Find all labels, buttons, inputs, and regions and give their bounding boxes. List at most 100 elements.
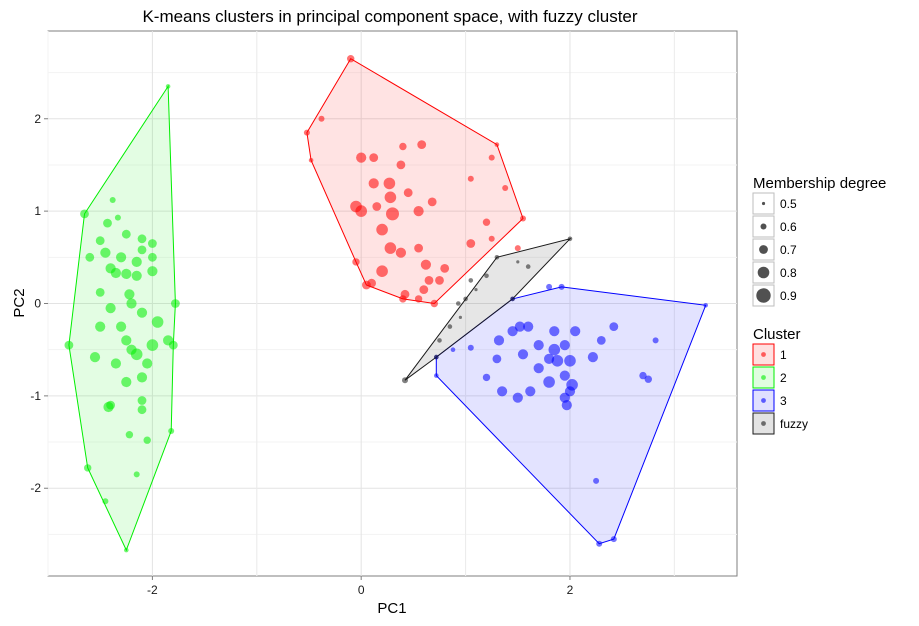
- point-cluster-3: [507, 326, 518, 337]
- point-cluster-3: [514, 321, 526, 332]
- color-legend-key-point: [761, 352, 766, 357]
- point-cluster-3: [533, 363, 544, 374]
- size-legend-label: 0.8: [780, 266, 797, 280]
- point-cluster-2: [137, 405, 147, 415]
- point-cluster-2: [142, 358, 153, 369]
- point-cluster-1: [435, 276, 444, 285]
- point-cluster-2: [121, 268, 132, 279]
- point-cluster-1: [419, 285, 429, 294]
- point-cluster-3: [467, 344, 474, 351]
- x-axis-title: PC1: [377, 600, 406, 617]
- point-cluster-2: [105, 303, 116, 314]
- point-cluster-3: [549, 326, 560, 337]
- point-cluster-2: [137, 234, 147, 244]
- data-points: [64, 55, 708, 553]
- point-cluster-2: [124, 289, 135, 300]
- point-cluster-2: [116, 321, 127, 332]
- point-cluster-1: [427, 197, 437, 207]
- point-cluster-1: [514, 245, 521, 252]
- point-cluster-2: [147, 266, 158, 277]
- point-cluster-1: [396, 160, 406, 170]
- point-cluster-fuzzy: [402, 377, 408, 384]
- y-tick-label: 1: [34, 204, 41, 218]
- point-cluster-fuzzy: [516, 260, 520, 264]
- color-legend-label: 2: [780, 371, 787, 385]
- point-cluster-fuzzy: [447, 324, 453, 329]
- y-tick-label: 0: [34, 297, 41, 311]
- point-cluster-1: [347, 55, 355, 63]
- point-cluster-1: [466, 239, 476, 248]
- point-cluster-1: [303, 129, 310, 136]
- x-tick-label: 0: [358, 583, 365, 597]
- chart-title: K-means clusters in principal component …: [142, 7, 637, 26]
- point-cluster-fuzzy: [437, 338, 442, 343]
- color-legend: Cluster 1 2 3 fuzzy: [752, 326, 808, 435]
- point-cluster-3: [596, 336, 606, 345]
- point-cluster-3: [543, 376, 555, 388]
- point-cluster-1: [430, 299, 438, 308]
- point-cluster-3: [559, 340, 570, 351]
- point-cluster-2: [151, 316, 164, 328]
- point-cluster-2: [80, 209, 89, 219]
- point-cluster-fuzzy: [525, 264, 531, 269]
- size-legend-key-point: [761, 201, 766, 206]
- size-legend-label: 0.9: [780, 289, 797, 303]
- size-legend-title: Membership degree: [753, 175, 886, 192]
- size-legend-key-point: [760, 223, 767, 230]
- color-legend-label: 3: [780, 394, 787, 408]
- point-cluster-1: [308, 158, 314, 163]
- point-cluster-3: [558, 283, 565, 290]
- point-cluster-2: [146, 339, 159, 351]
- point-cluster-fuzzy: [474, 288, 478, 292]
- color-legend-label: 1: [780, 348, 787, 362]
- point-cluster-2: [114, 214, 121, 221]
- point-cluster-3: [570, 326, 581, 337]
- point-cluster-2: [116, 252, 127, 263]
- point-cluster-3: [587, 352, 599, 363]
- point-cluster-2: [89, 352, 101, 363]
- point-cluster-2: [64, 340, 74, 350]
- point-cluster-2: [171, 299, 180, 308]
- point-cluster-3: [434, 373, 439, 378]
- y-tick-label: 2: [34, 112, 41, 126]
- point-cluster-1: [367, 278, 376, 288]
- size-legend-key-point: [757, 266, 770, 279]
- point-cluster-1: [414, 295, 423, 303]
- point-cluster-3: [564, 355, 576, 367]
- point-cluster-2: [137, 396, 147, 405]
- y-tick-label: -1: [30, 389, 41, 403]
- point-cluster-2: [95, 288, 105, 297]
- point-cluster-3: [652, 337, 659, 344]
- x-tick-label: -2: [147, 583, 158, 597]
- point-cluster-2: [121, 335, 132, 346]
- point-cluster-3: [561, 400, 572, 411]
- point-cluster-1: [376, 265, 388, 278]
- point-cluster-2: [95, 236, 105, 246]
- point-cluster-3: [644, 375, 652, 383]
- point-cluster-1: [414, 243, 423, 253]
- point-cluster-1: [399, 295, 407, 303]
- point-cluster-2: [148, 239, 157, 248]
- size-legend-key-point: [756, 288, 771, 303]
- color-legend-title: Cluster: [753, 326, 801, 343]
- point-cluster-3: [610, 536, 617, 543]
- point-cluster-1: [356, 152, 367, 163]
- point-cluster-2: [95, 321, 106, 332]
- point-cluster-2: [85, 252, 95, 262]
- point-cluster-1: [467, 175, 474, 182]
- point-cluster-1: [520, 215, 526, 222]
- point-cluster-1: [403, 188, 413, 198]
- point-cluster-2: [125, 431, 134, 439]
- point-cluster-3: [482, 373, 491, 382]
- point-cluster-2: [133, 471, 140, 478]
- point-cluster-2: [100, 247, 111, 258]
- y-tick-label: -2: [30, 481, 41, 495]
- point-cluster-fuzzy: [484, 273, 489, 279]
- point-cluster-2: [110, 267, 121, 279]
- point-cluster-1: [376, 223, 388, 236]
- point-cluster-3: [546, 283, 553, 290]
- point-cluster-2: [103, 218, 112, 228]
- point-cluster-2: [131, 256, 142, 267]
- hull-cluster-fuzzy: [404, 237, 572, 381]
